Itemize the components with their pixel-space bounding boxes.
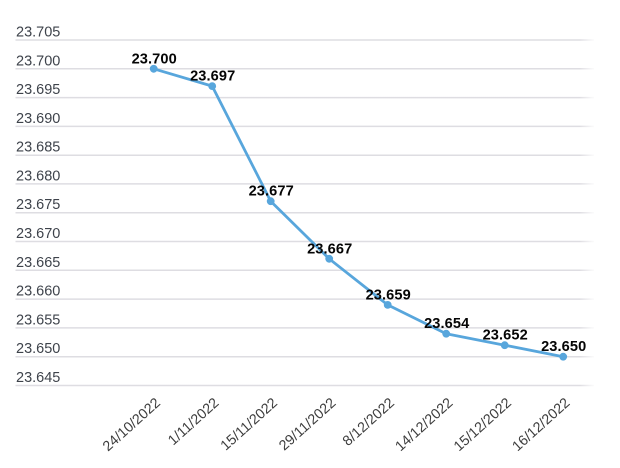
svg-text:23.677: 23.677 [249, 184, 294, 200]
svg-text:23.700: 23.700 [16, 53, 60, 69]
svg-text:23.655: 23.655 [16, 312, 60, 328]
svg-text:23.650: 23.650 [541, 339, 586, 355]
svg-text:23.670: 23.670 [16, 226, 60, 242]
svg-text:23.675: 23.675 [16, 197, 60, 213]
svg-text:23.695: 23.695 [16, 82, 60, 98]
svg-text:23.665: 23.665 [16, 255, 60, 271]
svg-text:23.645: 23.645 [16, 370, 60, 386]
svg-text:23.697: 23.697 [190, 69, 235, 85]
svg-text:23.652: 23.652 [483, 328, 528, 344]
svg-text:23.700: 23.700 [132, 51, 177, 67]
svg-text:23.690: 23.690 [16, 111, 60, 127]
svg-text:23.654: 23.654 [424, 316, 470, 332]
svg-text:23.685: 23.685 [16, 140, 60, 156]
svg-text:23.667: 23.667 [307, 241, 352, 257]
svg-text:23.660: 23.660 [16, 284, 60, 300]
svg-text:23.650: 23.650 [16, 341, 60, 357]
svg-text:23.680: 23.680 [16, 168, 60, 184]
svg-text:23.659: 23.659 [366, 287, 411, 303]
svg-text:23.705: 23.705 [16, 25, 60, 41]
